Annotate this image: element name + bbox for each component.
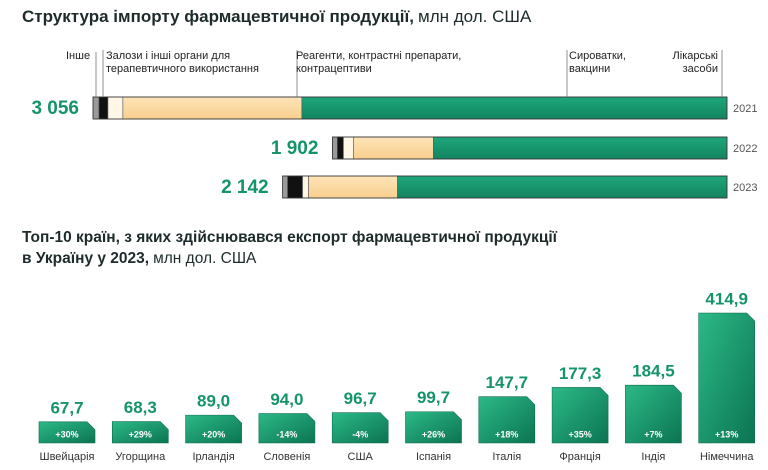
total-label: 2 142	[221, 177, 269, 198]
bar-segment	[92, 96, 100, 120]
year-label: 2022	[733, 143, 757, 155]
value-label: 99,7	[417, 388, 450, 407]
x-tick-label: Індія	[641, 451, 665, 463]
bar	[625, 384, 682, 444]
value-label: 67,7	[50, 398, 83, 417]
chart-title: Топ-10 країн, з яких здійснювався експор…	[22, 229, 558, 246]
growth-label: +29%	[129, 429, 152, 439]
chart-title: Структура імпорту фармацевтичної продукц…	[22, 7, 532, 26]
bar-segment	[98, 96, 109, 120]
growth-label: +35%	[568, 429, 591, 439]
bar-outline	[332, 136, 728, 160]
value-label: 94,0	[270, 390, 303, 409]
value-label: 96,7	[344, 389, 377, 408]
value-label: 414,9	[705, 289, 748, 308]
bar	[38, 421, 96, 444]
bar-segment	[343, 136, 354, 160]
bar-segment	[337, 136, 344, 160]
growth-label: +18%	[495, 429, 518, 439]
bar-segment	[301, 96, 728, 120]
title-main: Структура імпорту фармацевтичної продукц…	[22, 7, 414, 26]
bar-segment	[353, 136, 434, 160]
growth-label: +26%	[422, 429, 445, 439]
x-tick-label: Німеччина	[700, 451, 754, 463]
bar-segment	[433, 136, 728, 160]
value-label: 184,5	[632, 362, 675, 381]
x-tick-label: Іспанія	[416, 451, 451, 463]
value-label: 147,7	[486, 373, 529, 392]
growth-label: -4%	[352, 429, 368, 439]
bar	[258, 413, 316, 444]
bar	[405, 411, 462, 444]
x-tick-label: Ірландія	[192, 451, 234, 463]
legend-label: Сироватки, вакцини	[569, 50, 626, 75]
chart-title: в Україну у 2023, млн дол. США	[22, 250, 257, 267]
year-label: 2023	[733, 182, 757, 194]
value-label: 89,0	[197, 392, 230, 411]
x-tick-label: Угорщина	[115, 451, 166, 463]
bar-segment	[332, 136, 338, 160]
bar-segment	[122, 96, 303, 120]
bar-segment	[107, 96, 124, 120]
bar	[698, 312, 755, 444]
bar-outline	[282, 175, 728, 199]
title-unit: млн дол. США	[153, 250, 257, 267]
bar	[185, 414, 242, 444]
bar	[112, 421, 169, 444]
year-label: 2021	[733, 103, 757, 115]
bar-segment	[287, 175, 303, 199]
value-label: 68,3	[124, 398, 157, 417]
total-label: 3 056	[31, 98, 79, 119]
x-tick-label: Італія	[492, 451, 521, 463]
bar-segment	[397, 175, 728, 199]
growth-label: +7%	[644, 429, 662, 439]
bar-segment	[302, 175, 309, 199]
bar	[331, 412, 389, 444]
title-line2: в Україну у 2023,	[22, 250, 149, 267]
legend-label: Реагенти, контрастні препарати, контраце…	[296, 50, 462, 75]
bar-segment	[282, 175, 288, 199]
legend-label: Інше	[66, 50, 91, 62]
growth-label: +30%	[55, 429, 78, 439]
bar-outline	[92, 96, 728, 120]
bar	[478, 396, 536, 444]
growth-label: +13%	[715, 429, 738, 439]
total-label: 1 902	[271, 138, 319, 159]
x-tick-label: Франція	[559, 451, 600, 463]
bar	[551, 387, 609, 444]
growth-label: -14%	[276, 429, 297, 439]
title-unit: млн дол. США	[418, 7, 532, 26]
legend-label: Лікарські засоби	[672, 50, 718, 75]
x-tick-label: США	[348, 451, 374, 463]
growth-label: +20%	[202, 429, 225, 439]
value-label: 177,3	[559, 364, 602, 383]
x-tick-label: Словенія	[263, 451, 310, 463]
bar-segment	[308, 175, 398, 199]
x-tick-label: Швейцарія	[40, 451, 95, 463]
legend-label: Залози і інші органи для терапевтичного …	[106, 50, 259, 75]
